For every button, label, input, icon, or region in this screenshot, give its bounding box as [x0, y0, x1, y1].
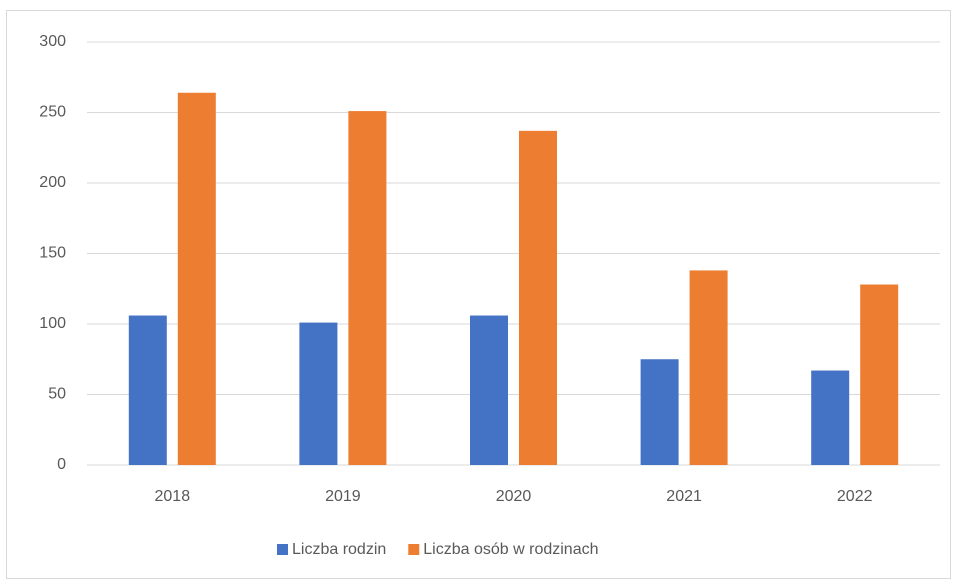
bar — [348, 111, 387, 465]
chart-border — [6, 10, 951, 579]
bar — [177, 92, 216, 465]
bar — [299, 322, 338, 465]
y-tick-label: 150 — [39, 245, 66, 262]
bar — [640, 359, 679, 465]
bar — [860, 284, 899, 465]
legend-swatch — [277, 544, 288, 555]
y-tick-label: 250 — [39, 104, 66, 121]
legend-label: Liczba rodzin — [292, 541, 386, 558]
x-tick-label: 2018 — [155, 488, 191, 505]
bar — [689, 270, 728, 465]
bar — [811, 370, 850, 465]
x-tick-label: 2022 — [837, 488, 873, 505]
x-tick-label: 2021 — [666, 488, 702, 505]
bar — [470, 315, 508, 465]
x-tick-label: 2020 — [496, 488, 532, 505]
legend-label: Liczba osób w rodzinach — [423, 541, 598, 558]
y-tick-label: 300 — [39, 33, 66, 50]
y-tick-label: 0 — [57, 456, 66, 473]
y-tick-label: 100 — [39, 315, 66, 332]
y-tick-label: 50 — [48, 386, 66, 403]
legend-swatch — [408, 544, 420, 555]
bar — [128, 315, 167, 465]
y-tick-label: 200 — [39, 174, 66, 191]
bar — [519, 130, 557, 465]
x-tick-label: 2019 — [325, 488, 361, 505]
